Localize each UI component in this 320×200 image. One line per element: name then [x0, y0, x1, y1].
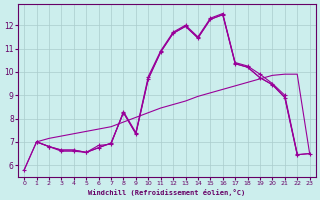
- X-axis label: Windchill (Refroidissement éolien,°C): Windchill (Refroidissement éolien,°C): [88, 189, 245, 196]
